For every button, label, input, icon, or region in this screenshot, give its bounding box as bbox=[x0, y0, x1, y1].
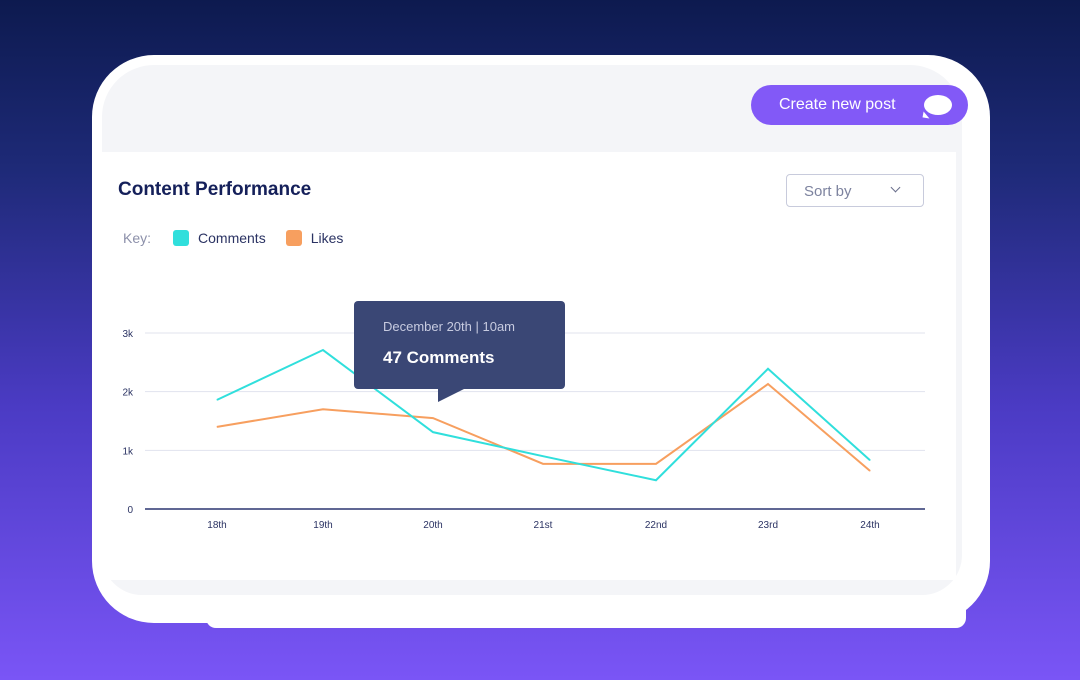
legend-swatch-likes bbox=[285, 230, 302, 246]
y-tick-label: 3k bbox=[122, 329, 134, 340]
speech-bubble-icon bbox=[924, 95, 952, 115]
legend-key-label: Key: bbox=[123, 230, 152, 246]
legend-swatch-comments bbox=[173, 230, 190, 246]
data-point bbox=[767, 383, 769, 385]
legend-label-comments: Comments bbox=[198, 230, 266, 246]
x-tick-label: 23rd bbox=[758, 520, 778, 531]
data-point bbox=[542, 455, 544, 457]
tooltip-value: 47 Comments bbox=[383, 348, 495, 367]
y-tick-label: 1k bbox=[122, 446, 134, 457]
legend-likes: Likes bbox=[285, 230, 344, 246]
series-line-likes bbox=[216, 382, 871, 472]
data-point bbox=[542, 463, 544, 465]
x-tick-label: 20th bbox=[423, 520, 442, 531]
x-tick-label: 21st bbox=[534, 520, 553, 531]
data-point bbox=[869, 459, 871, 461]
data-point bbox=[655, 479, 657, 481]
card-title: Content Performance bbox=[118, 179, 312, 200]
sort-label: Sort by bbox=[804, 183, 852, 200]
next-card-edge bbox=[206, 598, 966, 628]
data-point bbox=[655, 463, 657, 465]
data-point bbox=[869, 470, 871, 472]
data-point bbox=[432, 417, 434, 419]
chart-tooltip: December 20th | 10am 47 Comments bbox=[354, 301, 565, 402]
create-new-post-button[interactable]: Create new post bbox=[751, 85, 968, 125]
data-point bbox=[216, 426, 218, 428]
y-tick-label: 0 bbox=[127, 505, 133, 516]
x-tick-label: 19th bbox=[313, 520, 332, 531]
y-tick-label: 2k bbox=[122, 388, 134, 399]
x-tick-label: 18th bbox=[207, 520, 226, 531]
data-point bbox=[322, 408, 324, 410]
create-label: Create new post bbox=[779, 96, 896, 113]
data-point bbox=[322, 349, 324, 351]
sort-by-dropdown[interactable]: Sort by bbox=[786, 174, 924, 207]
x-tick-label: 24th bbox=[860, 520, 879, 531]
tooltip-date: December 20th | 10am bbox=[383, 319, 515, 334]
x-tick-label: 22nd bbox=[645, 520, 667, 531]
legend: Key: Comments Likes bbox=[123, 230, 363, 246]
data-point bbox=[767, 368, 769, 370]
data-point bbox=[216, 399, 218, 401]
legend-comments: Comments bbox=[173, 230, 266, 246]
data-point bbox=[432, 431, 434, 433]
legend-label-likes: Likes bbox=[310, 230, 344, 246]
